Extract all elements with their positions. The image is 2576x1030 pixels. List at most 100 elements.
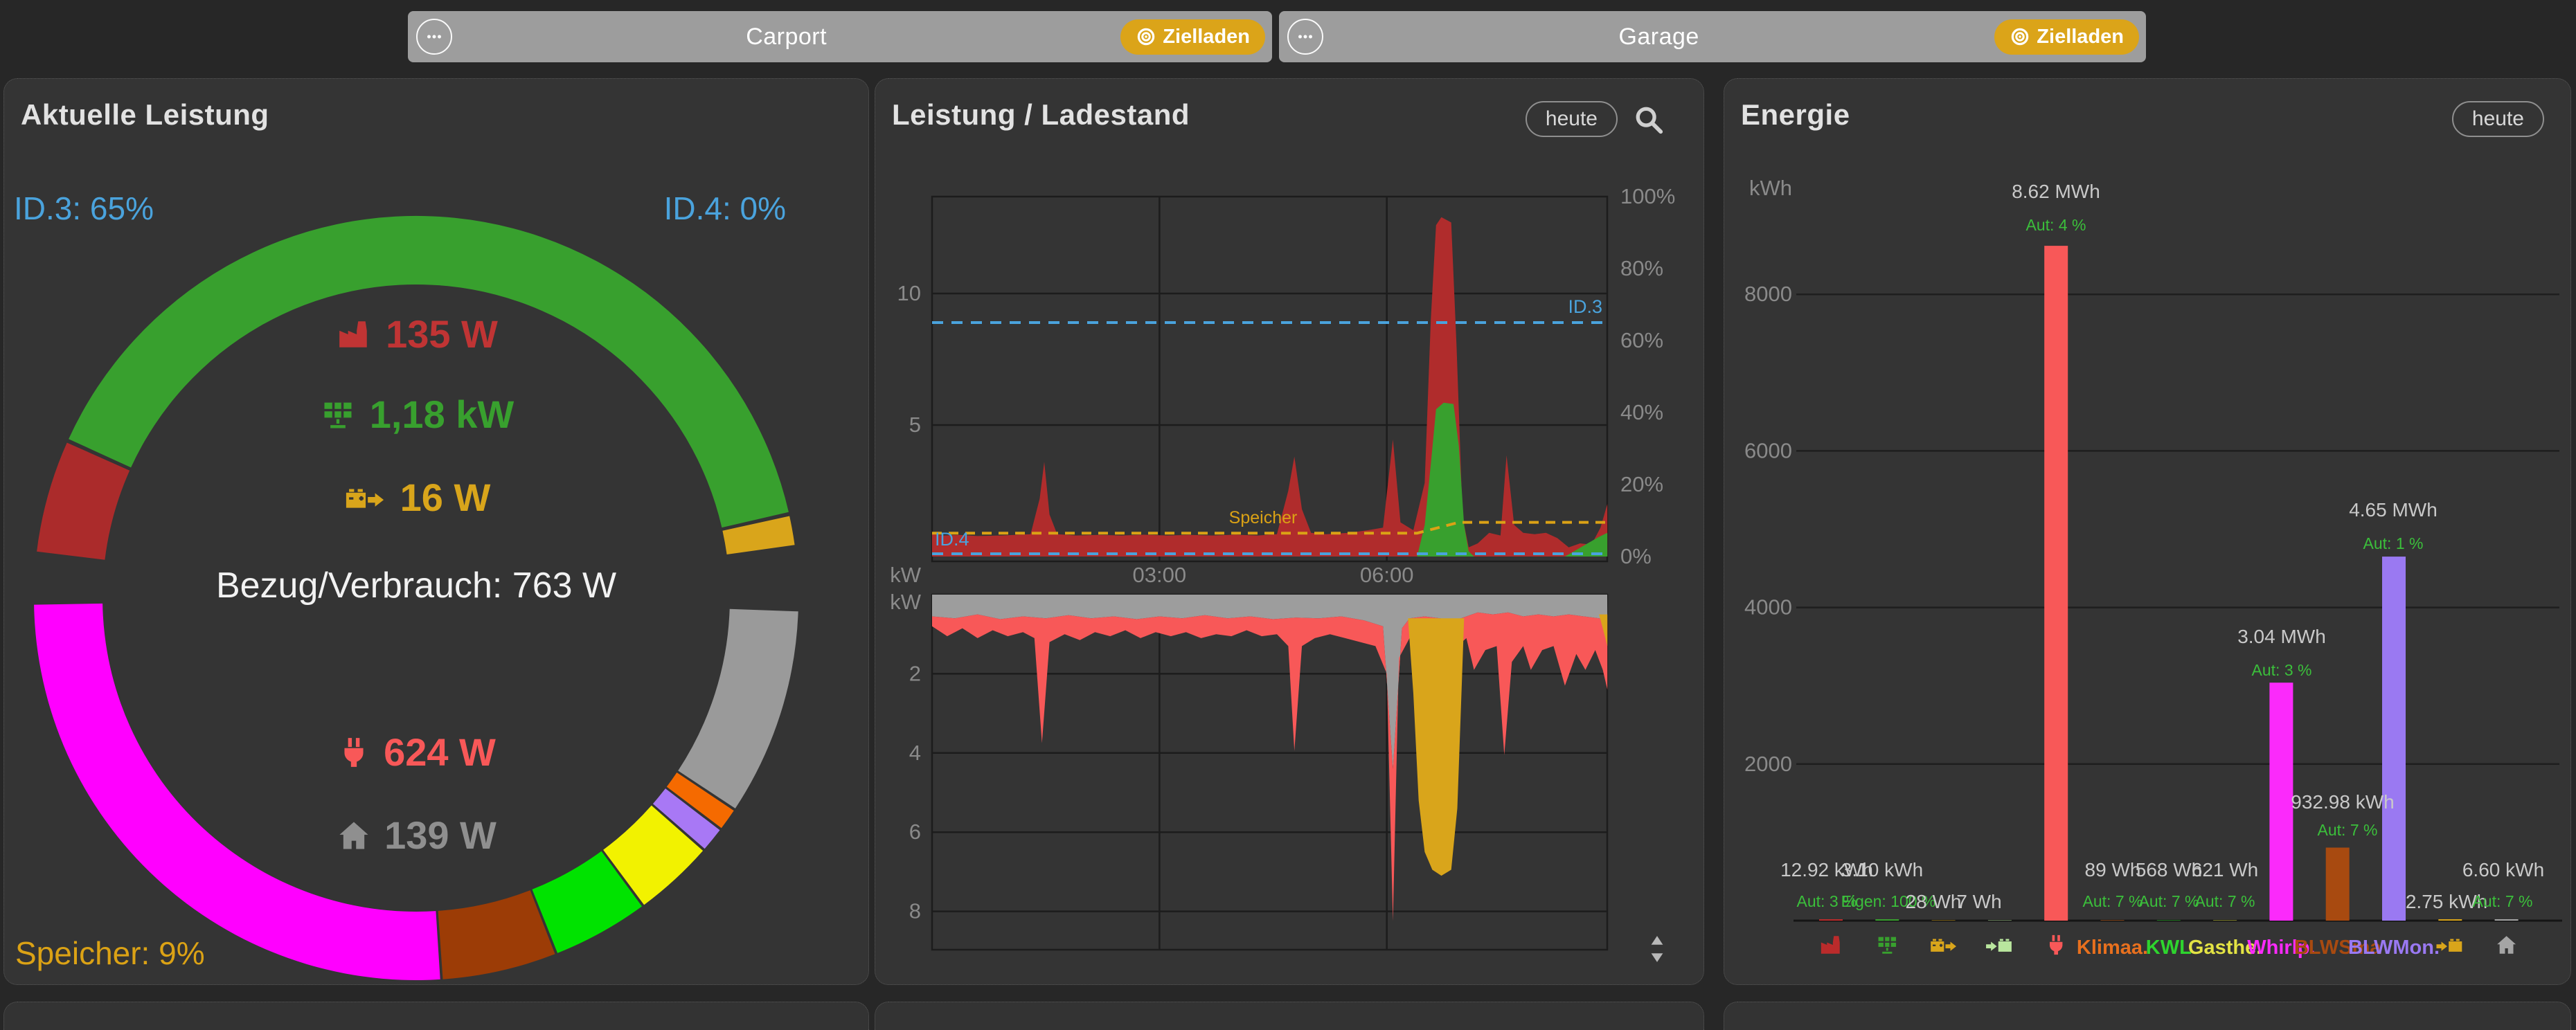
- gauge-segment-blwsma[interactable]: [438, 890, 555, 979]
- resize-sort-icon[interactable]: [1648, 934, 1666, 964]
- legend-item-Whirlp.[interactable]: Whirlp.: [2247, 937, 2315, 959]
- row-wallbox-power: 624 W: [4, 730, 828, 775]
- gauge-segment-whirlpool[interactable]: [34, 603, 440, 980]
- energy-label: Aut: 7 %: [2318, 821, 2378, 839]
- energy-bar-BLWSma[interactable]: [2325, 847, 2350, 921]
- area-pv: [1417, 402, 1608, 557]
- ytick-pct: 0%: [1620, 544, 1652, 568]
- energy-label: Aut: 3 %: [2252, 661, 2312, 679]
- next-row-panel: [3, 1002, 869, 1030]
- garage-zielladen-badge[interactable]: Zielladen: [1994, 19, 2139, 55]
- gauge-segment-battery[interactable]: [722, 516, 795, 555]
- energy-label: 7 Wh: [1956, 891, 2001, 912]
- battery-in-icon[interactable]: [2436, 939, 2462, 952]
- ev-soc-id4: ID.4: 0%: [663, 190, 786, 226]
- grid-import-value: 135 W: [386, 312, 498, 356]
- row-grid-import: 135 W: [4, 311, 828, 356]
- gauge-segment-house[interactable]: [678, 608, 798, 808]
- gauge-segment-grid[interactable]: [37, 442, 130, 560]
- energy-label: Aut: 4 %: [2026, 216, 2086, 234]
- unit-kw-1: kW: [890, 563, 922, 587]
- energy-label: 3.10 kWh: [1841, 859, 1923, 880]
- energy-bar-Netz[interactable]: [1819, 919, 1843, 921]
- loadpoint-card-carport[interactable]: Carport Zielladen: [408, 11, 1272, 62]
- energy-label: 932.98 kWh: [2291, 791, 2394, 813]
- energy-label: Aut: 1 %: [2363, 534, 2424, 552]
- gauge-segment-blwmon[interactable]: [652, 788, 720, 849]
- legend-item-BLWMon.[interactable]: BLWMon.: [2348, 937, 2440, 959]
- pv-production-value: 1,18 kW: [369, 392, 515, 436]
- ytick-kwh: 8000: [1744, 282, 1792, 306]
- battery-in-icon[interactable]: [1986, 939, 2012, 952]
- gauge-segment-gasthe[interactable]: [603, 805, 704, 905]
- battery-out-icon: [342, 480, 388, 515]
- next-row-panel: [1724, 1002, 2571, 1030]
- ytick-kwh: 2000: [1744, 752, 1792, 776]
- ytick-kw-inv: 2: [909, 661, 921, 685]
- house-icon: [336, 817, 372, 853]
- energy-bar-Haus[interactable]: [2494, 919, 2519, 921]
- grid-consumption-label: Bezug/Verbrauch: 763 W: [215, 566, 617, 606]
- storage-soc-line: [932, 521, 1608, 535]
- battery-out-icon[interactable]: [1931, 939, 1956, 952]
- solar-icon[interactable]: [1879, 937, 1897, 954]
- area-available-gray: [932, 595, 1608, 769]
- energy-label: Aut: 7 %: [2083, 892, 2143, 910]
- ytick-kw: 5: [909, 413, 921, 437]
- garage-title: Garage: [1618, 23, 1699, 50]
- line-label-id4: ID.4: [935, 529, 969, 550]
- legend-item-KWL[interactable]: KWL: [2146, 937, 2192, 959]
- ytick-kwh: 4000: [1744, 595, 1792, 620]
- loadpoint-card-garage[interactable]: Garage Zielladen: [1279, 11, 2146, 62]
- ytick-pct: 20%: [1620, 472, 1663, 496]
- line-label-id3: ID.3: [1568, 296, 1602, 317]
- garage-menu-button[interactable]: [1287, 19, 1323, 55]
- legend-item-Gasthe.[interactable]: Gasthe.: [2188, 937, 2262, 959]
- energy-bar-chart: kWh 8000 6000 4000 2000 8.62 MWh Aut: 4 % 4.65 …: [1744, 176, 2562, 959]
- solar-panel-icon: [319, 397, 357, 433]
- carport-menu-button[interactable]: [416, 19, 452, 55]
- carport-title: Carport: [746, 23, 828, 50]
- panel-power-chart: Leistung / Ladestand heute ID.3 ID.4 Speic…: [875, 78, 1704, 985]
- gauge-segment-klima[interactable]: [666, 773, 734, 829]
- row-pv-production: 1,18 kW: [4, 392, 828, 437]
- power-detail-plot: [931, 593, 1609, 951]
- energy-bar-Whirlp.[interactable]: [2269, 683, 2293, 921]
- range-button-heute[interactable]: heute: [2451, 101, 2544, 137]
- energy-label: Aut: 3 %: [1797, 892, 1857, 910]
- energy-label: 4.65 MWh: [2349, 499, 2438, 521]
- gauge-segment-pv[interactable]: [69, 215, 789, 528]
- energy-label: 89 Wh: [2085, 859, 2141, 880]
- plug-icon: [337, 735, 371, 770]
- next-row-panel: [875, 1002, 1704, 1030]
- energy-bar-BLWMon.[interactable]: [2382, 557, 2406, 921]
- gauge-segment-kwl[interactable]: [532, 851, 643, 953]
- energy-bar-PV[interactable]: [1875, 919, 1899, 921]
- ytick-kw-inv: 6: [909, 820, 921, 844]
- energy-label: 6.60 kWh: [2462, 859, 2544, 880]
- ytick-pct: 60%: [1620, 328, 1663, 352]
- legend-item-BLWSma[interactable]: BLWSma: [2294, 937, 2382, 959]
- energy-bar-Wallbox[interactable]: [2044, 246, 2068, 921]
- battery-discharge-value: 16 W: [400, 476, 491, 519]
- row-battery-discharge: 16 W: [4, 475, 828, 520]
- legend-item-Klimaa.[interactable]: Klimaa.: [2077, 937, 2148, 959]
- energy-label: Aut: 7 %: [2473, 892, 2533, 910]
- plug-icon[interactable]: [2050, 935, 2062, 955]
- house-icon[interactable]: [2497, 936, 2516, 954]
- carport-zielladen-badge[interactable]: Zielladen: [1120, 19, 1265, 55]
- area-consumption: [932, 217, 1608, 557]
- power-soc-chart: ID.3 ID.4 Speicher 10 5 0% 20% 40% 60% 80% 100% kW 0…: [890, 184, 1675, 951]
- ytick-pct: 100%: [1620, 184, 1675, 208]
- power-gauge-donut[interactable]: [4, 79, 870, 986]
- factory-icon[interactable]: [1821, 936, 1840, 954]
- energy-label: Eigen: 100 %: [1841, 892, 1936, 910]
- energy-label: Aut: 7 %: [2195, 892, 2255, 910]
- ytick-kw-inv: 4: [909, 741, 921, 765]
- carport-badge-label: Zielladen: [1163, 25, 1250, 48]
- range-button-heute[interactable]: heute: [1525, 101, 1618, 137]
- house-power-value: 139 W: [384, 813, 497, 857]
- energy-bar-Batterie laden[interactable]: [2438, 919, 2462, 921]
